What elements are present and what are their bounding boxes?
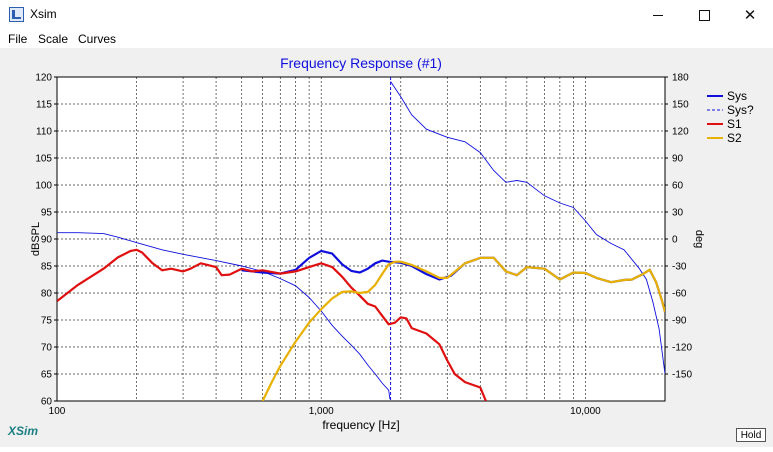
y-tick-label: 85 [41,262,53,273]
y2-tick-label: 120 [672,127,689,138]
x-axis-label: frequency [Hz] [322,418,399,432]
title-bar: Xsim ✕ [0,0,773,30]
maximize-button[interactable] [681,0,727,30]
legend-label: Sys? [727,103,754,117]
minimize-icon [653,14,663,16]
y2-tick-label: -90 [672,316,687,327]
y2-tick-label: 60 [672,181,684,192]
close-icon: ✕ [743,6,757,24]
y-tick-label: 115 [36,100,52,111]
plot-area[interactable]: 60 65 70 75 80 85 90 95 100 105 110 115 120 -150 -120 -… [0,48,773,447]
legend-label: S2 [727,131,742,145]
y2-tick-label: 180 [672,73,689,84]
y-tick-label: 70 [41,343,53,354]
y2-tick-label: -150 [672,370,692,381]
chart-title: Frequency Response (#1) [280,55,442,71]
y-tick-label: 100 [35,181,52,192]
series-sys-phase-line [57,232,391,400]
y-tick-label: 95 [41,208,53,219]
y2-tick-label: -120 [672,343,692,354]
window-title: Xsim [30,7,57,21]
xsim-status-label: XSim [8,424,39,438]
y-tick-label: 110 [36,127,52,138]
maximize-icon [698,9,710,21]
y-tick-label: 60 [41,397,53,408]
menu-file[interactable]: File [8,32,28,46]
close-button[interactable]: ✕ [727,0,773,30]
hold-button[interactable]: Hold [736,428,766,442]
y-tick-label: 80 [41,289,53,300]
y2-tick-label: -30 [672,262,687,273]
y-tick-label: 120 [35,73,52,84]
y-tick-label: 65 [41,370,53,381]
frequency-response-chart[interactable]: 60 65 70 75 80 85 90 95 100 105 110 115 120 -150 -120 -… [0,48,773,447]
y2-tick-label: 90 [672,154,684,165]
menu-curves[interactable]: Curves [78,32,117,46]
series-s1-line [57,248,487,401]
menu-bar: File Scale Curves [0,30,773,48]
y2-axis-label: deg [693,230,705,248]
legend-label: Sys [727,89,747,103]
x-tick-label: 1,000 [309,406,334,417]
x-tick-label: 10,000 [570,406,601,417]
y2-tick-label: 150 [672,100,689,111]
x-tick-label: 100 [49,406,66,417]
y2-tick-label: 0 [672,235,678,246]
y-tick-label: 105 [35,154,52,165]
legend-label: S1 [727,117,742,131]
menu-scale[interactable]: Scale [38,32,69,46]
y-tick-label: 90 [41,235,53,246]
xsim-app-icon[interactable] [9,7,24,22]
minimize-button[interactable] [635,0,681,30]
y-axis-label: dBSPL [30,222,42,256]
y-tick-label: 75 [41,316,53,327]
series-s2-line [261,256,665,401]
y2-tick-label: 30 [672,208,684,219]
y2-tick-label: -60 [672,289,687,300]
hold-button-label: Hold [740,429,762,441]
series-sys-phase-line [390,81,665,375]
